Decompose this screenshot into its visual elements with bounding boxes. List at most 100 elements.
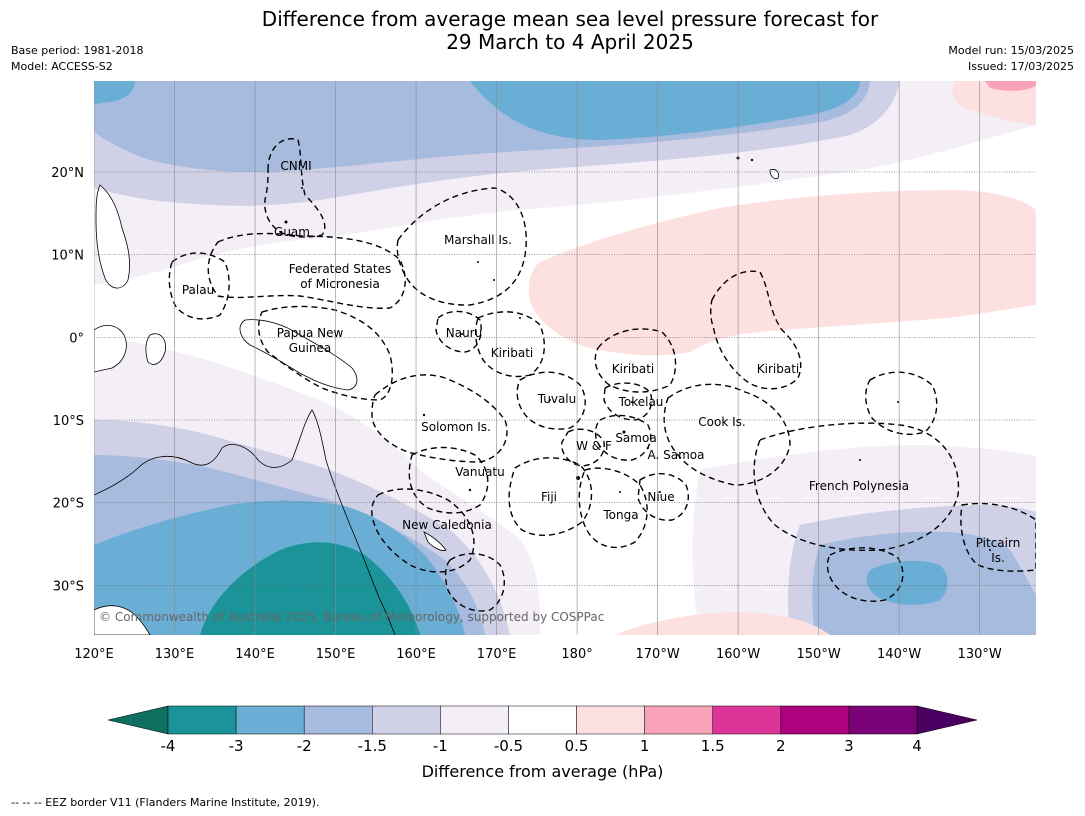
label-fsm-1: Federated States <box>289 262 391 276</box>
island-dot <box>647 447 649 449</box>
colorbar-tick-label: -1.5 <box>358 737 387 755</box>
lat-tick-label: 10°N <box>51 249 84 264</box>
band-north-pink <box>952 81 1036 125</box>
island-dot <box>493 279 495 281</box>
colorbar-tick-label: -1 <box>433 737 448 755</box>
colorbar-segment <box>508 705 577 735</box>
title-line-2: 29 March to 4 April 2025 <box>446 30 694 54</box>
colorbar-segment <box>848 705 918 735</box>
label-tokelau: Tokelau <box>618 395 664 409</box>
colorbar-tick-label: 1 <box>640 737 650 755</box>
colorbar-segment <box>440 705 509 735</box>
colorbar-tick-label: -3 <box>229 737 244 755</box>
lon-tick-label: 130°W <box>958 647 1002 662</box>
eez-fiji <box>508 457 593 536</box>
eez-pitcairn <box>960 502 1036 572</box>
new-caledonia-land <box>423 531 447 551</box>
island-dot <box>619 491 621 493</box>
colorbar-tick-label: 2 <box>776 737 786 755</box>
label-pitcairn-2: Is. <box>991 551 1005 565</box>
eez-tonga <box>578 467 648 549</box>
gridlines <box>94 81 1036 635</box>
lon-tick-label: 170°W <box>636 647 680 662</box>
colorbar-tick-label: 3 <box>844 737 854 755</box>
lon-tick-label: 160°E <box>396 647 436 662</box>
new-zealand-north <box>94 605 151 635</box>
lon-tick-label: 130°E <box>155 647 195 662</box>
island-dot <box>897 401 899 403</box>
island-dot <box>519 317 521 319</box>
band-equatorial-pink <box>528 190 1036 356</box>
eez-french-polynesia <box>753 422 960 552</box>
band-south-tip-pink <box>615 612 830 635</box>
colorbar-tick-label: -4 <box>161 737 176 755</box>
meta-right: Model run: 15/03/2025 Issued: 17/03/2025 <box>948 43 1074 75</box>
island-dot <box>422 413 426 417</box>
label-fiji: Fiji <box>541 490 557 504</box>
eez-nauru <box>435 310 482 353</box>
model-run: Model run: 15/03/2025 <box>948 44 1074 57</box>
label-fsm-2: of Micronesia <box>300 277 380 291</box>
eez-marquesas <box>865 371 938 436</box>
label-png-2: Guinea <box>289 341 332 355</box>
island-dot <box>477 261 479 263</box>
island-dot <box>549 399 551 401</box>
eez-vanuatu <box>408 446 489 514</box>
island-dot <box>989 549 991 551</box>
copyright-notice: © Commonwealth of Australia 2025, Bureau… <box>99 610 604 624</box>
colorbar-tick-label: -2 <box>297 737 312 755</box>
colorbar-segment <box>372 705 441 735</box>
eez-austral <box>826 547 904 602</box>
label-french-polynesia: French Polynesia <box>809 479 909 493</box>
lon-tick-label: 140°W <box>877 647 921 662</box>
label-wallis-futuna: W & F <box>576 439 612 453</box>
label-samoa: Samoa <box>615 431 656 445</box>
island-dot <box>750 158 754 162</box>
base-period: Base period: 1981-2018 <box>11 44 144 57</box>
eez-norfolk <box>444 553 506 612</box>
colorbar-segment <box>712 705 782 735</box>
label-new-caledonia: New Caledonia <box>402 518 492 532</box>
australia-land <box>94 409 396 635</box>
place-labels: CNMI Guam Marshall Is. Federated States … <box>182 159 1020 565</box>
island-dot <box>631 401 633 403</box>
label-nauru: Nauru <box>446 326 482 340</box>
eez-palau <box>168 252 230 320</box>
eez-samoa <box>594 414 652 461</box>
island-dot <box>461 333 463 335</box>
label-tuvalu: Tuvalu <box>537 392 577 406</box>
lon-tick-label: 160°W <box>716 647 760 662</box>
meta-left: Base period: 1981-2018 Model: ACCESS-S2 <box>11 43 143 75</box>
issued-date: Issued: 17/03/2025 <box>967 60 1074 73</box>
eez-cnmi <box>264 138 326 238</box>
colorbar-segment <box>644 705 713 735</box>
lat-tick-label: 0° <box>69 331 84 346</box>
label-solomon: Solomon Is. <box>421 420 491 434</box>
label-niue: Niue <box>647 490 674 504</box>
label-kiribati-west: Kiribati <box>491 346 533 360</box>
colorbar-segment <box>303 705 373 735</box>
lat-tick-label: 10°S <box>53 414 84 429</box>
lon-tick-label: 140°E <box>235 647 275 662</box>
label-kiribati-east: Kiribati <box>757 362 799 376</box>
label-marshall: Marshall Is. <box>444 233 512 247</box>
band-north-rose <box>985 81 1036 91</box>
island-dot <box>859 459 861 461</box>
lat-tick-label: 20°S <box>53 497 84 512</box>
colorbar-label: Difference from average (hPa) <box>421 762 664 781</box>
colorbar-segment <box>235 705 305 735</box>
lon-tick-label: 170°E <box>477 647 517 662</box>
eez-micronesia <box>207 232 406 309</box>
lon-tick-label: 180° <box>561 647 592 662</box>
eez-niue <box>637 473 690 521</box>
label-tonga: Tonga <box>602 508 638 522</box>
colorbar-segments <box>167 705 918 735</box>
island-dot <box>622 430 626 434</box>
colorbar: -4 -3 -2 -1.5 -1 -0.5 0.5 1 1.5 2 3 4 <box>107 705 978 755</box>
eez-cook <box>663 383 791 486</box>
axis-labels: 120°E 130°E 140°E 150°E 160°E 170°E 180° 170°W 1… <box>51 166 1002 662</box>
band-nw-mid <box>94 81 135 104</box>
eez-legend-note: -- -- -- EEZ border V11 (Flanders Marine… <box>11 796 320 809</box>
label-cook: Cook Is. <box>698 415 745 429</box>
model-name: Model: ACCESS-S2 <box>11 60 113 73</box>
